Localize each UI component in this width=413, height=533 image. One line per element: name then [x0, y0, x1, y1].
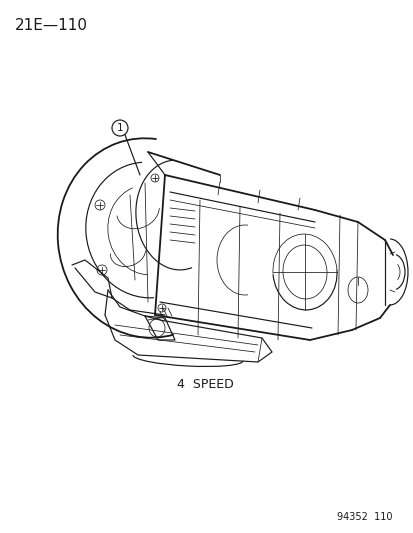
Text: 1: 1: [116, 123, 123, 133]
Text: 94352  110: 94352 110: [337, 512, 392, 522]
Text: 21E—110: 21E—110: [15, 18, 88, 33]
Text: 4  SPEED: 4 SPEED: [176, 378, 233, 391]
